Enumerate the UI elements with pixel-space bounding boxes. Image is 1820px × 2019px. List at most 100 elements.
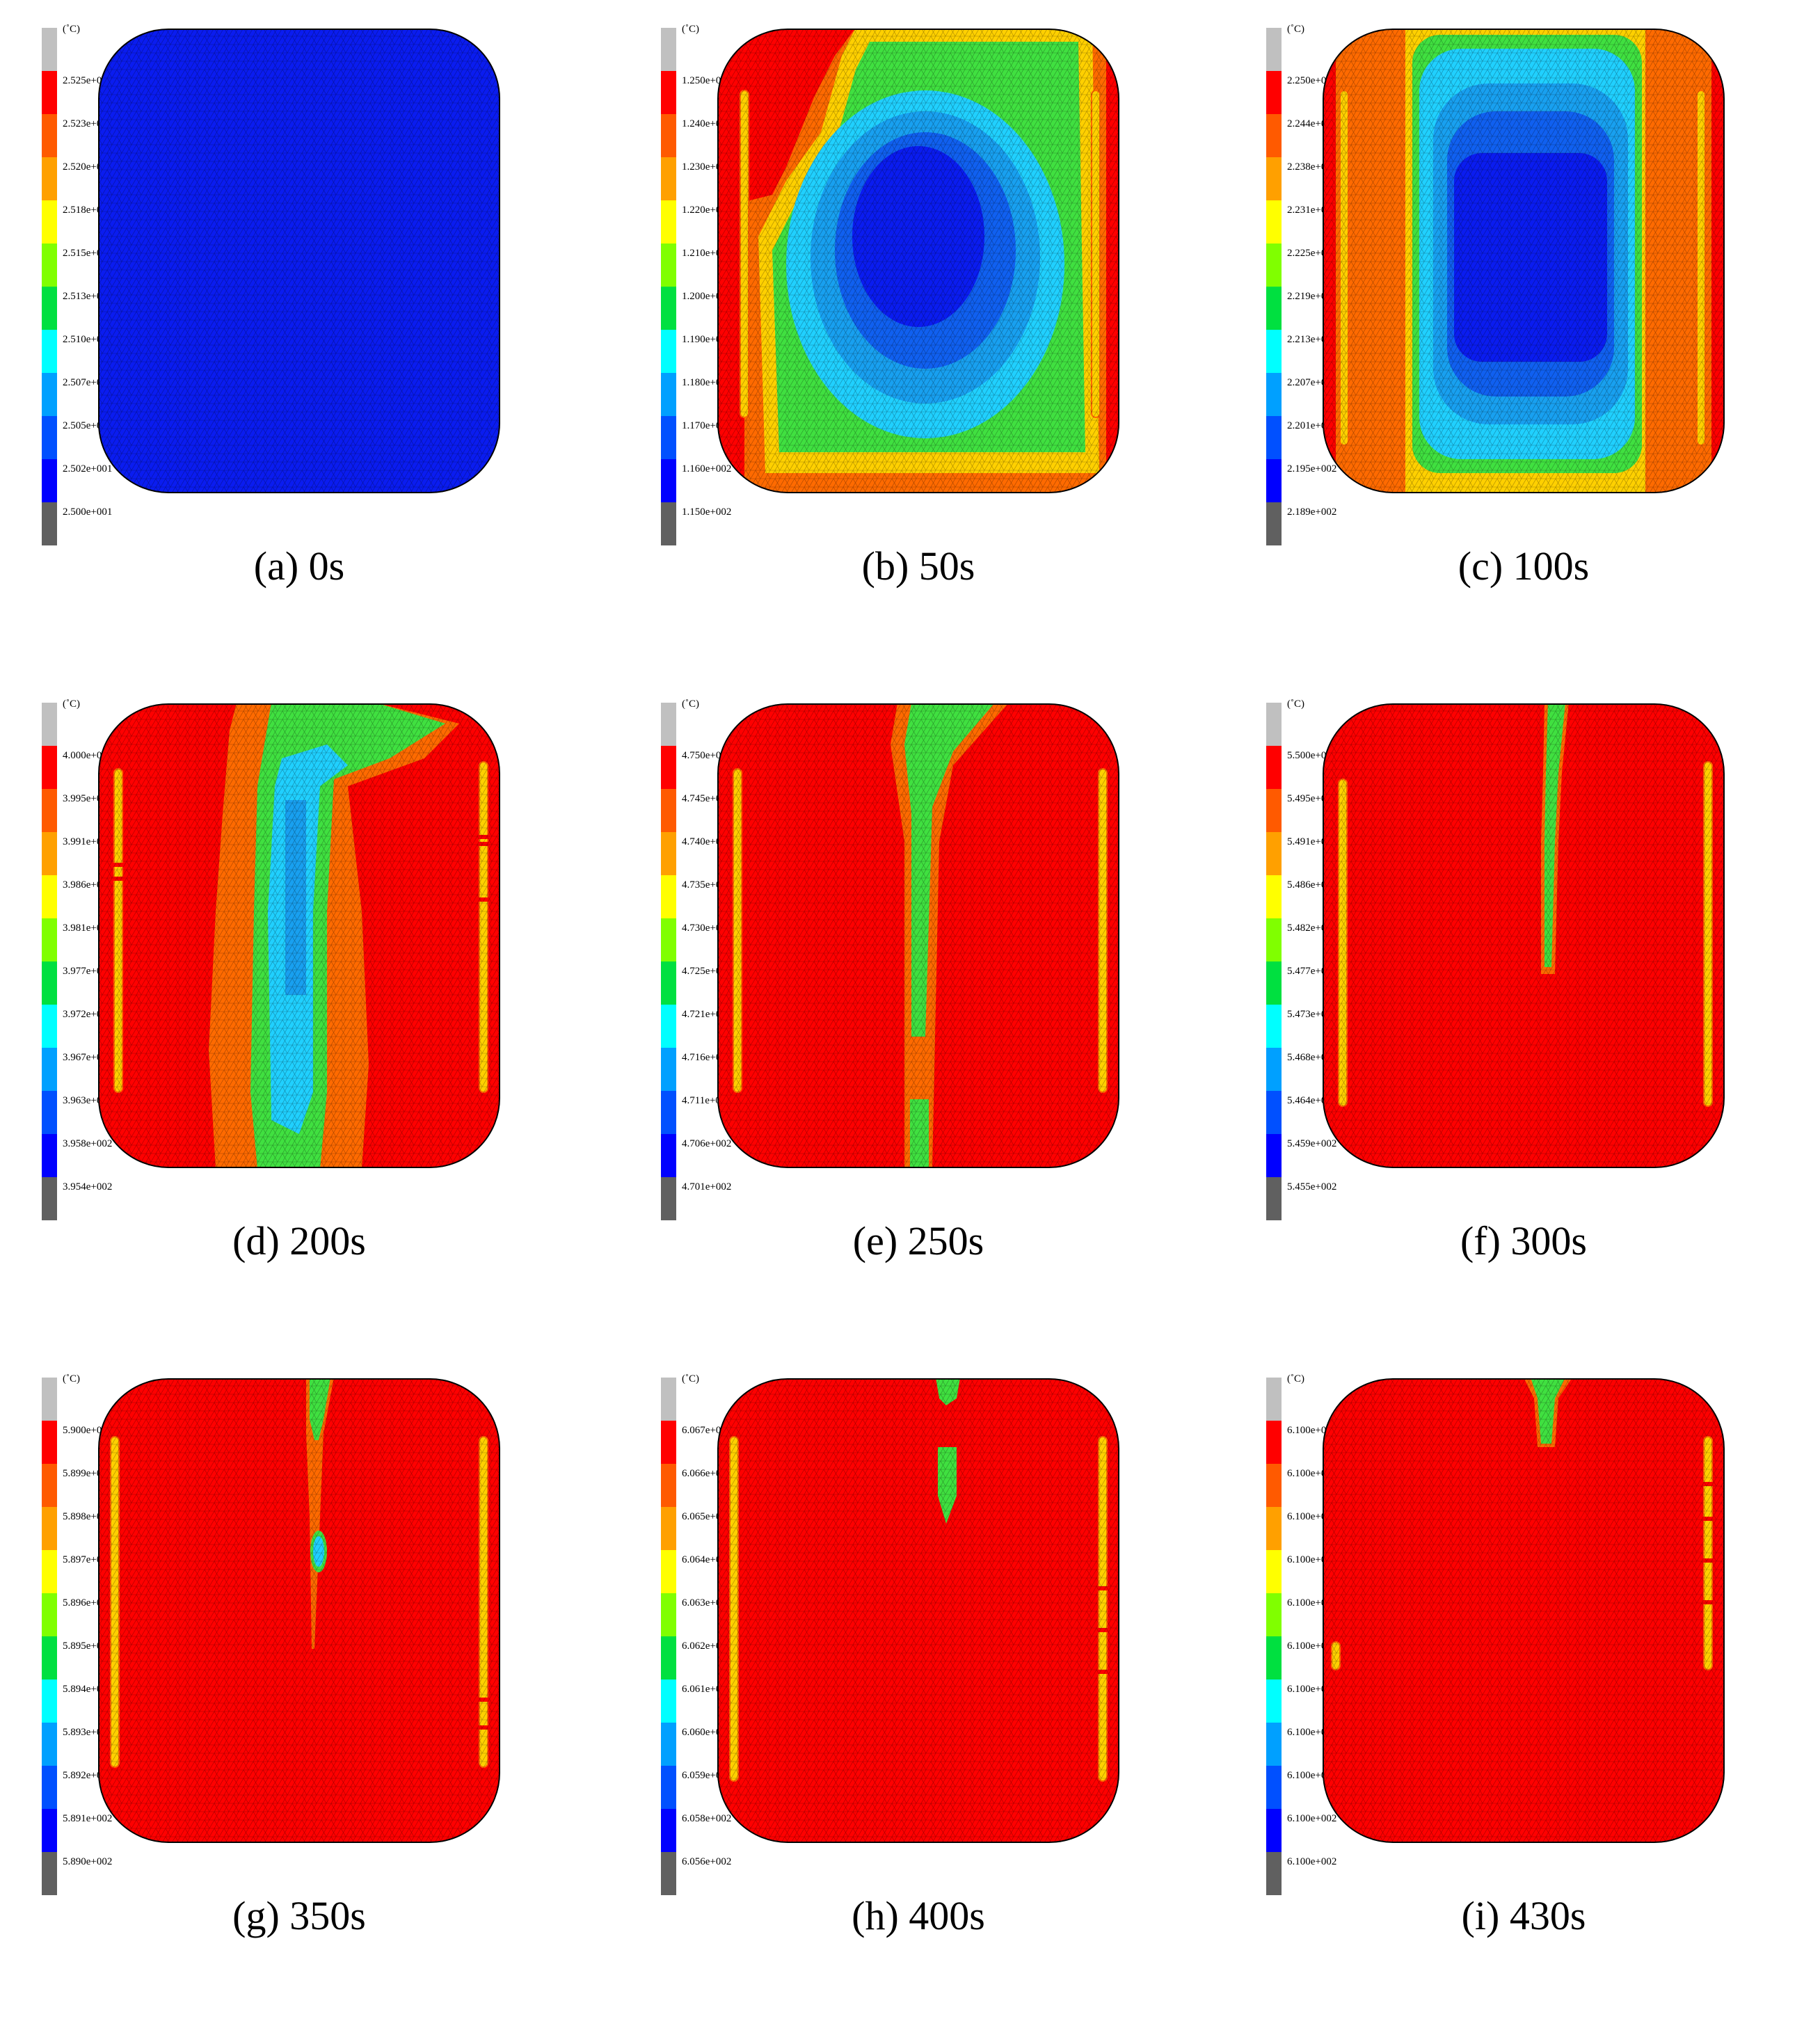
legend-color-swatch — [1266, 832, 1282, 875]
legend-color-swatch — [42, 330, 57, 373]
legend-tick-label: 2.500e+001 — [63, 506, 113, 518]
legend-color-swatch — [661, 832, 676, 875]
legend-color-swatch — [661, 502, 676, 545]
legend-color-swatch — [42, 961, 57, 1005]
legend-color-swatch — [42, 1636, 57, 1679]
color-legend: (˚C) 4.750e+002 4.745e+002 4.740e+002 4.735e… — [661, 699, 731, 1220]
mesh-overlay — [99, 704, 500, 1167]
legend-color-swatch — [661, 918, 676, 961]
legend-color-swatch — [42, 1048, 57, 1091]
legend-color-swatch — [1266, 703, 1282, 746]
legend-color-swatch — [1266, 502, 1282, 545]
legend-unit: (˚C) — [1287, 1373, 1304, 1384]
legend-color-swatch — [1266, 1378, 1282, 1421]
panel-caption: (c) 100s — [1458, 543, 1590, 589]
mesh-overlay — [1323, 704, 1724, 1167]
color-legend: (˚C) 2.250e+002 2.244e+002 2.238e+002 2.231e… — [1266, 24, 1336, 545]
color-legend: (˚C) 5.900e+002 5.899e+002 5.898e+002 5.897e… — [42, 1373, 112, 1895]
legend-color-swatch — [1266, 961, 1282, 1005]
legend-unit: (˚C) — [63, 24, 80, 35]
panel-i: (˚C) 6.100e+002 6.100e+002 6.100e+002 6.100e… — [1224, 1350, 1820, 2018]
legend-tick-label: 6.058e+002 — [682, 1813, 732, 1824]
mesh-overlay — [99, 29, 500, 493]
legend-tick-label: 2.195e+002 — [1287, 463, 1337, 474]
panel-caption: (b) 50s — [861, 543, 975, 589]
temperature-field-plot — [98, 703, 500, 1168]
legend-color-swatch — [1266, 287, 1282, 330]
legend-color-swatch — [42, 1091, 57, 1134]
legend-color-swatch — [661, 1048, 676, 1091]
mesh-overlay — [1323, 29, 1724, 493]
legend-tick-label: 2.502e+001 — [63, 463, 113, 474]
mesh-overlay — [718, 704, 1119, 1167]
legend-color-swatch — [1266, 157, 1282, 200]
color-legend: (˚C) 6.067e+002 6.066e+002 6.065e+002 6.064e… — [661, 1373, 731, 1895]
legend-color-swatch — [42, 373, 57, 416]
domain-outline — [1323, 1378, 1725, 1843]
legend-color-swatch — [42, 789, 57, 832]
legend-color-swatch — [661, 1421, 676, 1464]
legend-tick-label: 1.150e+002 — [682, 506, 732, 518]
legend-color-swatch — [1266, 200, 1282, 244]
legend-color-swatch — [1266, 1464, 1282, 1507]
legend-color-swatch — [42, 244, 57, 287]
temperature-field-plot — [1323, 703, 1725, 1168]
legend-color-swatch — [1266, 330, 1282, 373]
legend-color-swatch — [661, 703, 676, 746]
mesh-overlay — [99, 1379, 500, 1842]
legend-color-swatch — [42, 832, 57, 875]
legend-color-swatch — [661, 200, 676, 244]
legend-color-swatch — [1266, 1766, 1282, 1809]
legend-color-swatch — [1266, 918, 1282, 961]
legend-color-swatch — [42, 1507, 57, 1550]
legend-color-swatch — [42, 1378, 57, 1421]
legend-color-swatch — [1266, 1091, 1282, 1134]
legend-color-swatch — [661, 1852, 676, 1895]
legend-color-swatch — [661, 1723, 676, 1766]
color-legend: (˚C) 4.000e+002 3.995e+002 3.991e+002 3.986e… — [42, 699, 112, 1220]
legend-color-swatch — [1266, 1723, 1282, 1766]
legend-color-swatch — [1266, 1421, 1282, 1464]
legend-color-swatch — [42, 287, 57, 330]
legend-tick-label: 3.954e+002 — [63, 1181, 113, 1192]
legend-color-swatch — [42, 1134, 57, 1177]
legend-color-swatch — [1266, 789, 1282, 832]
legend-color-swatch — [1266, 1005, 1282, 1048]
legend-color-swatch — [1266, 1134, 1282, 1177]
legend-color-swatch — [42, 416, 57, 459]
panel-c: (˚C) 2.250e+002 2.244e+002 2.238e+002 2.231e… — [1224, 0, 1820, 668]
legend-color-swatch — [42, 1464, 57, 1507]
panel-f: (˚C) 5.500e+002 5.495e+002 5.491e+002 5.486e… — [1224, 675, 1820, 1343]
panel-caption: (d) 200s — [232, 1218, 366, 1263]
legend-color-swatch — [1266, 1809, 1282, 1852]
legend-color-swatch — [661, 1177, 676, 1220]
legend-color-swatch — [1266, 1679, 1282, 1723]
domain-outline — [717, 1378, 1119, 1843]
domain-outline — [717, 703, 1119, 1168]
temperature-field-plot — [98, 1378, 500, 1843]
legend-color-swatch — [42, 746, 57, 789]
legend-unit: (˚C) — [682, 1373, 699, 1384]
temperature-field-plot — [1323, 1378, 1725, 1843]
legend-color-swatch — [661, 71, 676, 114]
legend-color-swatch — [42, 1177, 57, 1220]
legend-tick-label: 6.056e+002 — [682, 1856, 732, 1867]
legend-unit: (˚C) — [63, 1373, 80, 1384]
domain-outline — [98, 703, 500, 1168]
legend-color-swatch — [42, 1421, 57, 1464]
legend-color-swatch — [1266, 1507, 1282, 1550]
color-legend: (˚C) 6.100e+002 6.100e+002 6.100e+002 6.100e… — [1266, 1373, 1336, 1895]
panel-d: (˚C) 4.000e+002 3.995e+002 3.991e+002 3.986e… — [0, 675, 605, 1343]
legend-color-swatch — [661, 416, 676, 459]
temperature-field-plot — [717, 29, 1119, 493]
mesh-overlay — [1323, 1379, 1724, 1842]
legend-color-swatch — [661, 875, 676, 918]
legend-color-swatch — [42, 200, 57, 244]
mesh-overlay — [718, 1379, 1119, 1842]
legend-color-swatch — [661, 459, 676, 502]
legend-color-swatch — [1266, 746, 1282, 789]
domain-outline — [717, 29, 1119, 493]
color-legend: (˚C) 1.250e+002 1.240e+002 1.230e+002 1.220e… — [661, 24, 731, 545]
legend-color-swatch — [42, 1852, 57, 1895]
legend-color-swatch — [661, 1464, 676, 1507]
